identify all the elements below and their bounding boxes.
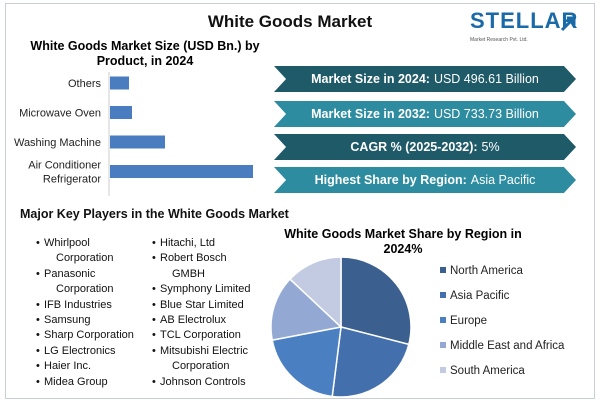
player-item: Mitsubishi Electric	[152, 344, 251, 360]
stat-value: 5%	[481, 140, 500, 154]
title-line: White Goods Market Size (USD Bn.) by	[30, 39, 259, 53]
pie-slice-europe	[271, 326, 342, 398]
player-item: Whirlpool	[36, 236, 134, 252]
infographic-frame	[5, 3, 595, 399]
category-label: Air Conditioner Refrigerator	[28, 160, 101, 186]
legend-label: North America	[450, 265, 523, 277]
player-item: Johnson Controls	[152, 375, 251, 391]
arrow-up-icon	[560, 16, 576, 32]
stellar-logo: STELLAR Market Research Pvt. Ltd.	[462, 8, 582, 46]
label-line: Others	[68, 78, 102, 90]
pie-slice-middle-east-and-africa	[270, 278, 343, 341]
player-item: Sharp Corporation	[36, 328, 134, 344]
players-title: Major Key Players in the White Goods Mar…	[20, 207, 289, 221]
pie-chart-title: White Goods Market Share by Region in 202…	[284, 227, 522, 256]
title-line: White Goods Market Share by Region in	[284, 227, 522, 241]
logo-subtext: Market Research Pvt. Ltd.	[470, 37, 528, 43]
label-line: Microwave Oven	[19, 108, 101, 120]
stat-value: USD 733.73 Billion	[433, 107, 539, 121]
stat-label: Market Size in 2024:	[311, 72, 430, 86]
legend-swatch	[440, 367, 446, 373]
stat-label: CAGR % (2025-2032):	[350, 140, 478, 154]
stat-value: USD 496.61 Billion	[433, 72, 539, 86]
player-item: Samsung	[36, 313, 134, 329]
label-line: Washing Machine	[14, 137, 101, 149]
legend-swatch	[440, 317, 446, 323]
player-item: LG Electronics	[36, 344, 134, 360]
player-item: Robert Bosch	[152, 251, 251, 267]
stat-banner: Market Size in 2032: USD 733.73 Billion	[274, 101, 576, 127]
legend-label: Asia Pacific	[450, 290, 510, 302]
stat-label: Market Size in 2032:	[311, 107, 430, 121]
stat-banner: Market Size in 2024: USD 496.61 Billion	[274, 66, 576, 92]
player-name-continued: Corporation	[172, 360, 230, 373]
legend-label: Europe	[450, 315, 487, 327]
bar-chart-title: White Goods Market Size (USD Bn.) by Prod…	[30, 39, 259, 68]
label-line: Air Conditioner	[28, 160, 101, 172]
player-item: Panasonic	[36, 267, 134, 283]
title-line: 2024%	[384, 242, 423, 256]
category-label: Others	[68, 78, 102, 90]
player-name-continued: Corporation	[56, 252, 114, 265]
bar-washing-machine	[110, 135, 165, 149]
stat-value: Asia Pacific	[470, 173, 536, 187]
title-line: Product, in 2024	[97, 54, 194, 68]
pie-chart: White Goods Market Share by Region in 202…	[270, 227, 565, 398]
players-column-1: WhirlpoolCorporationPanasonicCorporation…	[36, 236, 134, 390]
player-item: TCL Corporation	[152, 328, 251, 344]
player-item: AB Electrolux	[152, 313, 251, 329]
stat-banner: CAGR % (2025-2032): 5%	[274, 134, 576, 160]
pie-slice-north-america	[340, 256, 412, 346]
stat-banner: Highest Share by Region: Asia Pacific	[274, 167, 576, 193]
pie-slice-south-america	[288, 256, 342, 329]
player-item: Symphony Limited	[152, 282, 251, 298]
player-name-continued: Corporation	[56, 283, 114, 296]
pie-slice-asia-pacific	[331, 326, 410, 398]
label-line: Refrigerator	[43, 174, 101, 186]
category-label: Microwave Oven	[19, 108, 101, 120]
legend-swatch	[440, 342, 446, 348]
bar-others	[110, 76, 129, 90]
player-item: Hitachi, Ltd	[152, 236, 251, 252]
player-item: IFB Industries	[36, 298, 134, 314]
player-item: Blue Star Limited	[152, 298, 251, 314]
legend-label: South America	[450, 365, 525, 377]
logo-text: STELLAR	[470, 8, 579, 33]
legend-label: Middle East and Africa	[450, 340, 565, 352]
player-item: Haier Inc.	[36, 359, 134, 375]
category-label: Washing Machine	[14, 137, 101, 149]
page-title: White Goods Market	[207, 12, 373, 31]
stat-label: Highest Share by Region:	[314, 173, 467, 187]
bar-microwave-oven	[110, 106, 132, 119]
bar-chart: White Goods Market Size (USD Bn.) by Prod…	[14, 39, 260, 196]
player-item: Midea Group	[36, 375, 134, 391]
legend-swatch	[440, 267, 446, 273]
player-name-continued: GMBH	[172, 267, 205, 280]
legend-swatch	[440, 292, 446, 298]
bar-air-conditioner-refrigerator	[110, 165, 253, 178]
